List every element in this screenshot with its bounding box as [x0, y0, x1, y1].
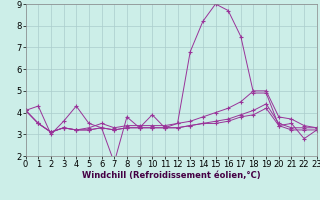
X-axis label: Windchill (Refroidissement éolien,°C): Windchill (Refroidissement éolien,°C): [82, 171, 260, 180]
